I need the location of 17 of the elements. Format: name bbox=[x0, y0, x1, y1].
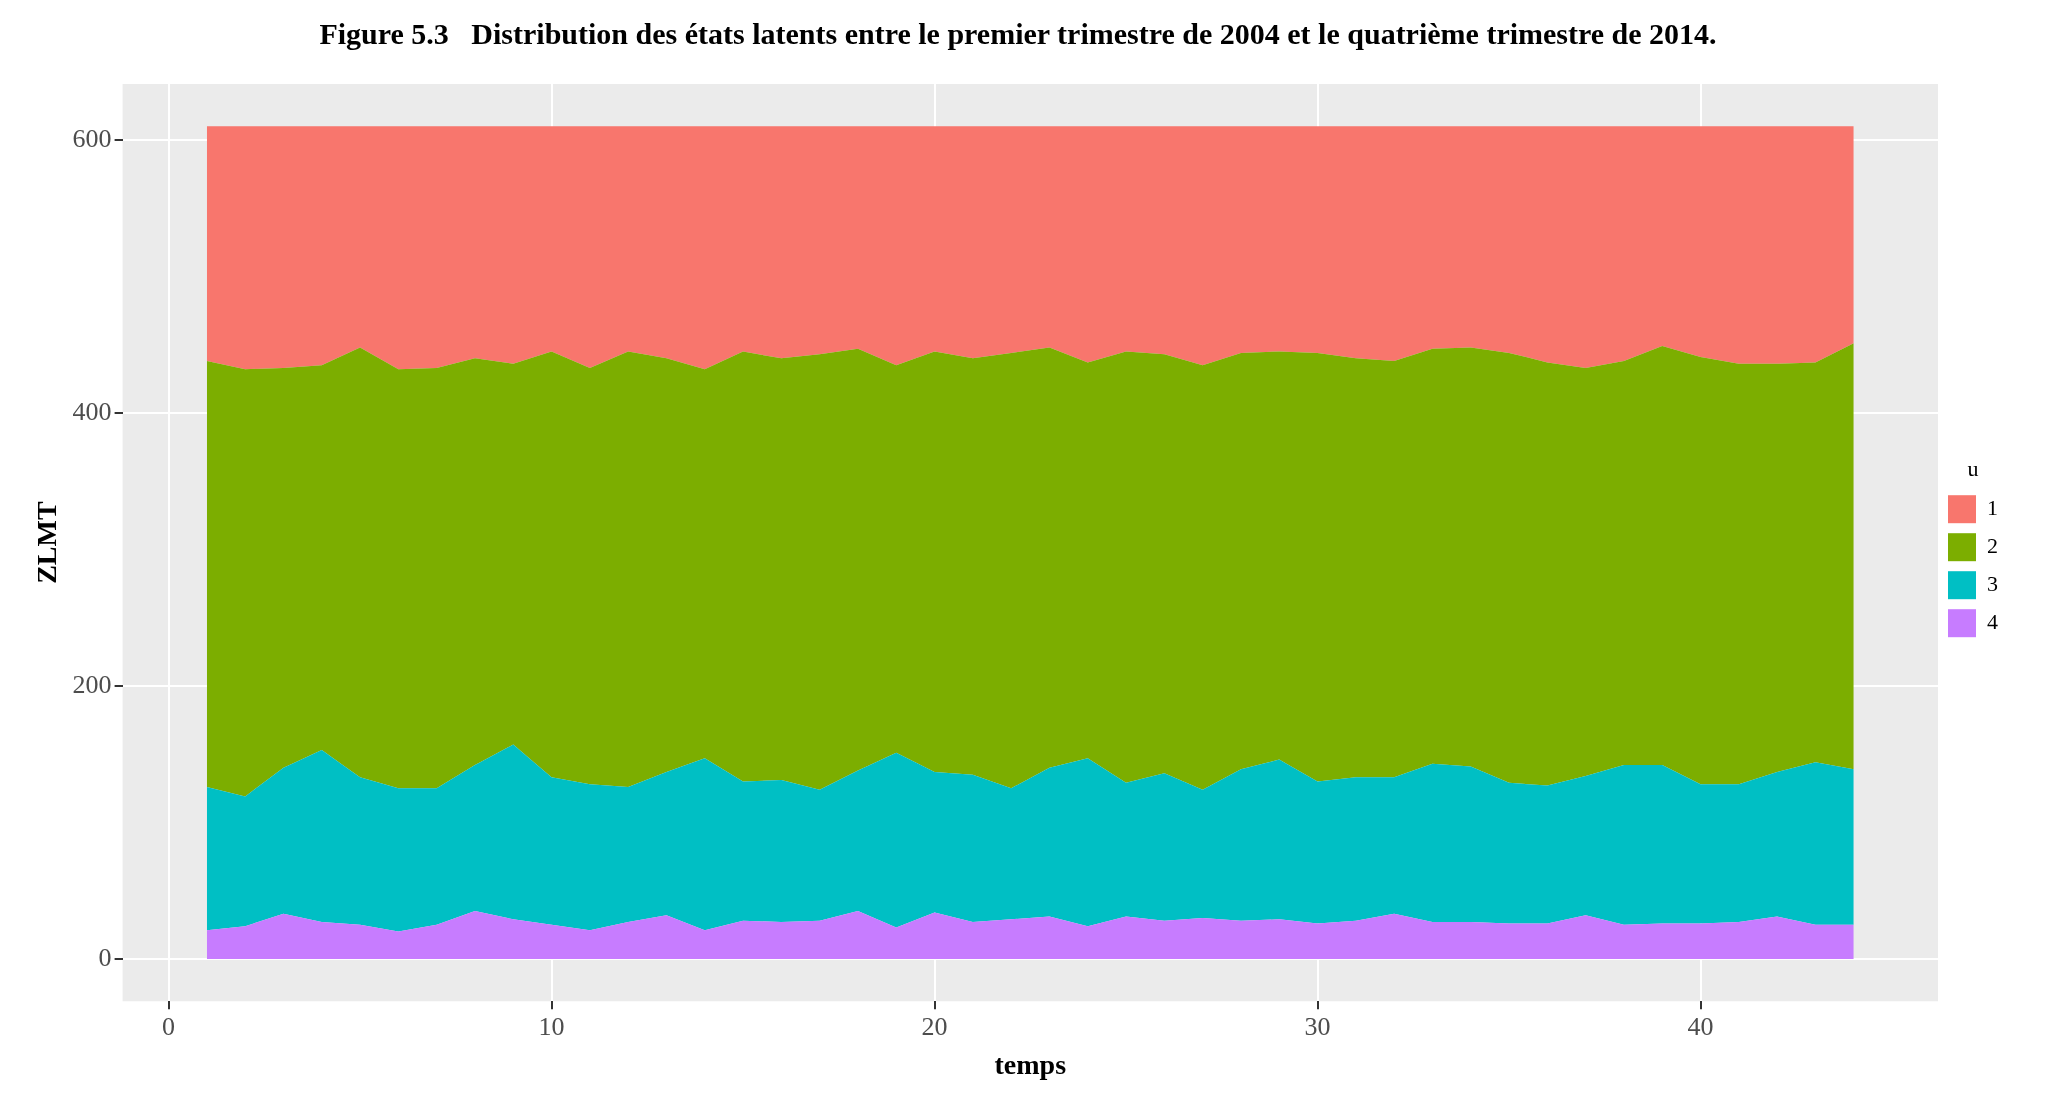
legend-label: 2 bbox=[1987, 532, 1998, 558]
legend-title: u bbox=[1967, 455, 1979, 481]
legend-label: 1 bbox=[1987, 494, 1998, 520]
x-tick-label: 10 bbox=[538, 1011, 565, 1041]
y-tick-label: 0 bbox=[98, 942, 112, 972]
legend-label: 3 bbox=[1987, 570, 1998, 596]
x-tick-label: 20 bbox=[921, 1011, 948, 1041]
x-axis-title: temps bbox=[994, 1049, 1067, 1081]
y-tick-label: 600 bbox=[72, 123, 112, 153]
x-tick-label: 40 bbox=[1687, 1011, 1714, 1041]
x-tick-label: 0 bbox=[162, 1011, 176, 1041]
chart-title: Figure 5.3 Distribution des états latents entre le premier trimestre de 2004 et le quatrième trimestre de 2014. bbox=[319, 16, 1717, 50]
y-tick-label: 400 bbox=[72, 396, 112, 426]
x-tick-label: 30 bbox=[1304, 1011, 1331, 1041]
y-tick-label: 200 bbox=[72, 669, 112, 699]
y-axis-title: ZLMT bbox=[31, 501, 63, 584]
legend-label: 4 bbox=[1987, 608, 1998, 634]
